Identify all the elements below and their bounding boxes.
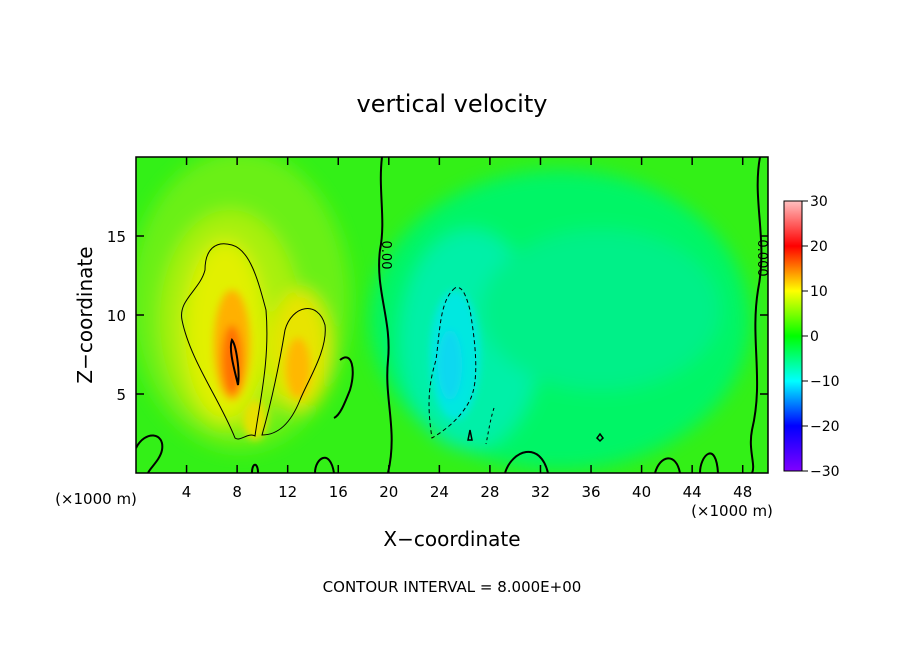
x-tick-label: 8 bbox=[232, 483, 242, 501]
colorbar-gradient bbox=[783, 200, 803, 472]
contour-label: 0.000 bbox=[754, 239, 769, 276]
contour-lines bbox=[136, 157, 763, 473]
x-unit-left: (×1000 m) bbox=[55, 490, 137, 508]
x-tick-label: 48 bbox=[733, 483, 752, 501]
x-tick-label: 12 bbox=[278, 483, 297, 501]
colorbar-tick-label: −10 bbox=[810, 374, 840, 390]
colorbar-tick-label: −20 bbox=[810, 419, 840, 435]
contour-label: 0.00 bbox=[378, 241, 393, 270]
x-tick-label: 32 bbox=[531, 483, 550, 501]
chart-title: vertical velocity bbox=[357, 90, 548, 118]
x-unit-right: (×1000 m) bbox=[691, 502, 773, 520]
colorbar: 30 20 10 0 −10 −20 −30 bbox=[783, 194, 840, 480]
x-tick-label: 24 bbox=[430, 483, 449, 501]
x-axis-label: X−coordinate bbox=[383, 527, 520, 551]
x-tick-label: 16 bbox=[329, 483, 348, 501]
y-axis: 5 10 15 bbox=[107, 228, 768, 404]
colorbar-tick-label: 0 bbox=[810, 329, 819, 345]
colorbar-tick-label: 10 bbox=[810, 284, 828, 300]
x-tick-label: 28 bbox=[480, 483, 499, 501]
y-axis-label: Z−coordinate bbox=[73, 246, 97, 383]
y-tick-label: 15 bbox=[107, 228, 126, 246]
colorbar-tick-label: 30 bbox=[810, 194, 828, 210]
x-axis: 4 8 12 16 20 24 28 32 36 40 44 48 bbox=[182, 157, 752, 501]
colorbar-tick-label: 20 bbox=[810, 239, 828, 255]
x-tick-label: 44 bbox=[683, 483, 702, 501]
x-tick-label: 40 bbox=[632, 483, 651, 501]
x-tick-label: 4 bbox=[182, 483, 192, 501]
x-tick-label: 20 bbox=[379, 483, 398, 501]
y-tick-label: 10 bbox=[107, 307, 126, 325]
x-tick-label: 36 bbox=[581, 483, 600, 501]
colorbar-tick-label: −30 bbox=[810, 464, 840, 480]
contour-interval-note: CONTOUR INTERVAL = 8.000E+00 bbox=[323, 578, 582, 596]
y-tick-label: 5 bbox=[116, 386, 126, 404]
velocity-field bbox=[136, 157, 768, 473]
